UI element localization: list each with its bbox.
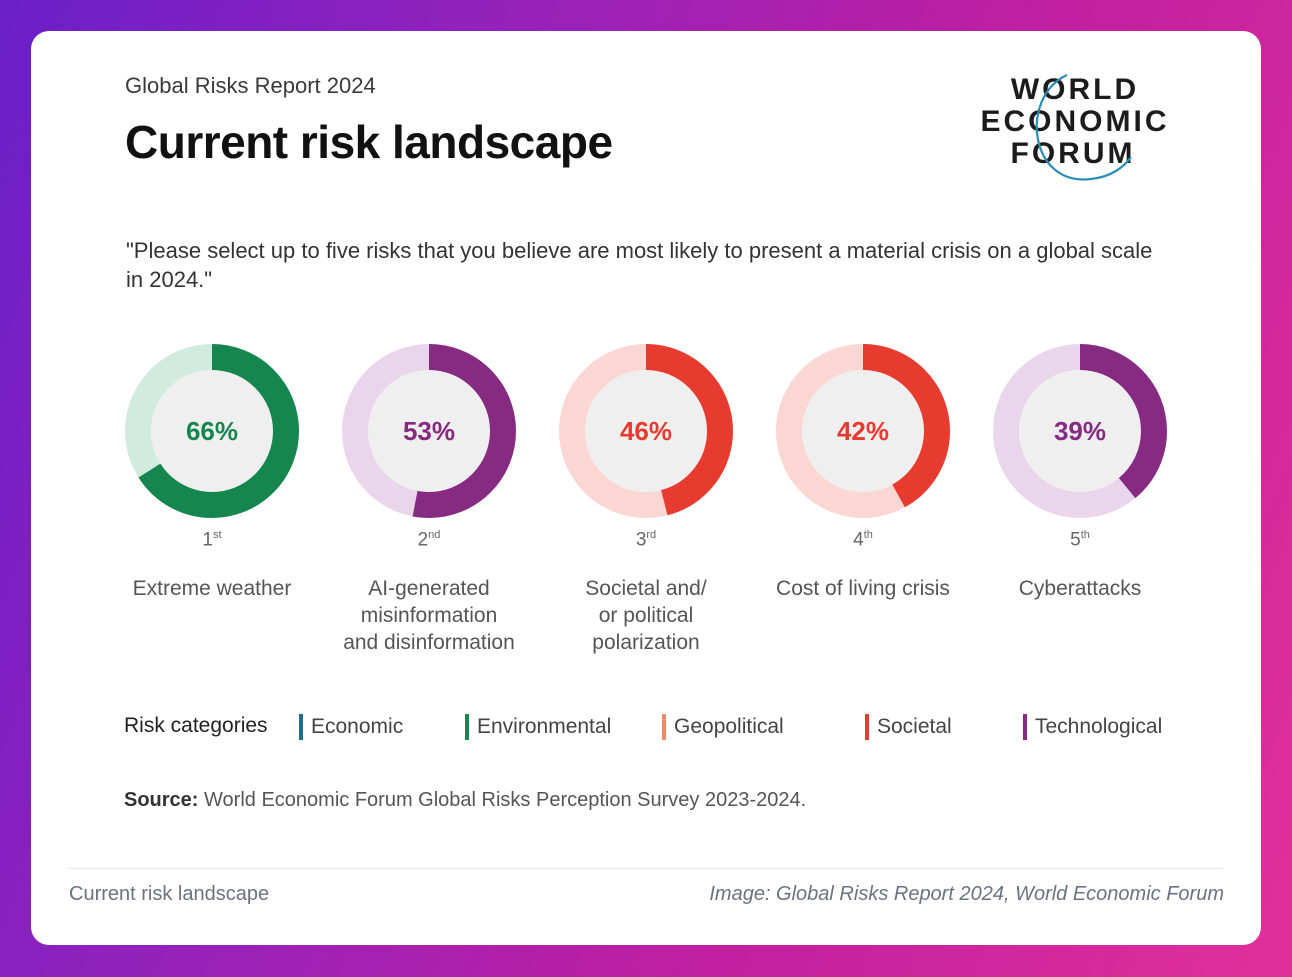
legend-label-geopolitical: Geopolitical (674, 715, 784, 738)
logo-arc (1035, 74, 1132, 181)
donut-item: 46% 3rd Societal and/ or political polariz… (546, 341, 746, 656)
legend-swatch-geopolitical (662, 714, 666, 740)
legend-swatch-technological (1023, 714, 1027, 740)
donut-chart: 66% (125, 344, 299, 518)
legend-swatch-environmental (465, 714, 469, 740)
donut-slice (559, 344, 733, 518)
legend-label-societal: Societal (877, 715, 952, 738)
rank-label: 5th (1070, 529, 1090, 551)
donut-item: 42% 4th Cost of living crisis (763, 341, 963, 602)
risk-name: Cyberattacks (1018, 577, 1142, 600)
source-note: Source: World Economic Forum Global Risk… (124, 789, 806, 812)
logo-line-3: FORUM (1011, 137, 1136, 170)
legend-item-environmental: Environmental (465, 714, 611, 740)
image-credit: Image: Global Risks Report 2024, World E… (709, 883, 1224, 905)
report-name: Global Risks Report 2024 (125, 73, 376, 98)
donut-item: 53% 2nd AI-generated misinformation and di… (329, 341, 529, 656)
donut-value-label: 42% (837, 416, 889, 446)
donut-slice (993, 344, 1167, 518)
donut-chart: 53% (342, 344, 516, 518)
survey-question: "Please select up to five risks that you… (126, 238, 1153, 292)
legend-item-societal: Societal (865, 714, 952, 740)
legend-label-technological: Technological (1035, 715, 1163, 738)
rank-label: 3rd (635, 529, 657, 551)
legend-swatch-societal (865, 714, 869, 740)
donut-chart: 39% (993, 344, 1167, 518)
infographic-card: Global Risks Report 2024 Current risk la… (31, 31, 1261, 945)
donut-value-label: 66% (186, 416, 238, 446)
legend-item-economic: Economic (299, 714, 403, 740)
logo-line-2: ECONOMIC (981, 105, 1170, 138)
page-title: Current risk landscape (125, 116, 613, 168)
donut-center (802, 370, 924, 492)
wef-logo: WORLD ECONOMIC FORUM (981, 73, 1170, 181)
legend-swatch-economic (299, 714, 303, 740)
source-label: Source: (124, 789, 199, 811)
donut-chart: 46% (559, 344, 733, 518)
legend: Risk categories Economic Environmental G… (124, 711, 1184, 741)
legend-title: Risk categories (124, 714, 268, 737)
rank-label: 4th (853, 529, 873, 551)
donut-item: 66% 1st Extreme weather (112, 341, 312, 602)
source-text: World Economic Forum Global Risks Percep… (204, 789, 807, 811)
donut-value-label: 46% (620, 416, 672, 446)
donut-slice (342, 344, 516, 518)
donut-chart: 42% (776, 344, 950, 518)
donut-center (151, 370, 273, 492)
rank-label: 1st (202, 529, 222, 551)
legend-label-economic: Economic (311, 715, 404, 738)
donut-item: 39% 5th Cyberattacks (980, 341, 1180, 602)
logo-line-1: WORLD (1011, 73, 1139, 106)
risk-name: Societal and/ or political polarization (585, 577, 707, 654)
donut-center (1019, 370, 1141, 492)
donut-value-label: 53% (403, 416, 455, 446)
donut-chart-row: 66% 1st Extreme weather 53% 2nd AI-generated … (31, 341, 1261, 701)
image-caption: Current risk landscape (69, 883, 270, 905)
risk-name: Cost of living crisis (776, 577, 950, 600)
donut-center (585, 370, 707, 492)
divider (69, 868, 1223, 869)
risk-name: AI-generated misinformation and disinfor… (343, 577, 515, 654)
donut-value-label: 39% (1054, 416, 1106, 446)
risk-name: Extreme weather (132, 577, 292, 600)
donut-slice (776, 344, 950, 518)
donut-slice (125, 344, 299, 518)
donut-center (368, 370, 490, 492)
rank-label: 2nd (417, 529, 441, 551)
legend-item-geopolitical: Geopolitical (662, 714, 784, 740)
legend-label-environmental: Environmental (477, 715, 612, 738)
legend-item-technological: Technological (1023, 714, 1162, 740)
